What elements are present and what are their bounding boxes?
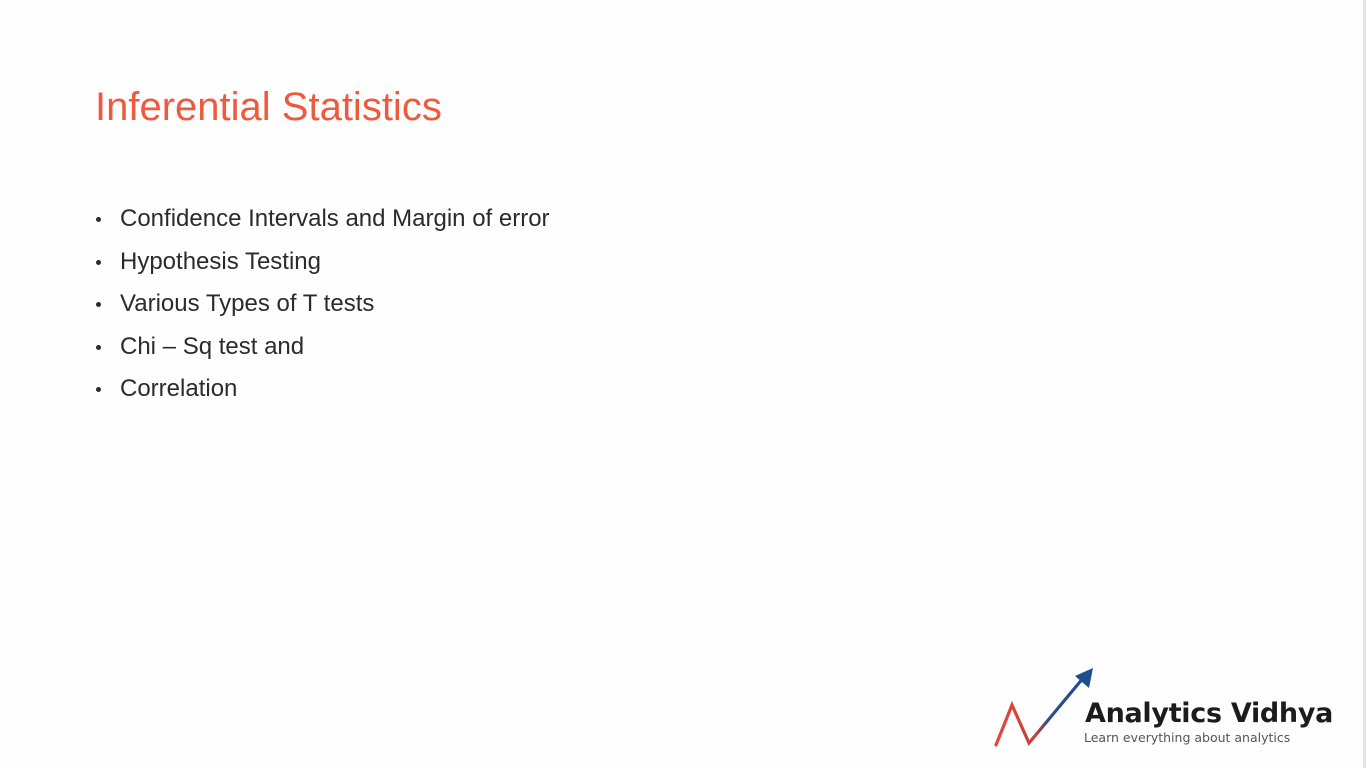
bullet-dot-icon (96, 302, 101, 307)
bullet-text: Various Types of T tests (120, 290, 374, 317)
bullet-item: Various Types of T tests (95, 285, 550, 328)
logo-name: Analytics Vidhya (1085, 697, 1333, 731)
bullet-item: Hypothesis Testing (95, 243, 550, 286)
bullet-item: Confidence Intervals and Margin of error (95, 200, 550, 243)
bullet-text: Correlation (120, 375, 237, 402)
bullet-dot-icon (96, 260, 101, 265)
bullet-text: Chi – Sq test and (120, 333, 304, 360)
bullet-text: Confidence Intervals and Margin of error (120, 205, 550, 232)
slide-title: Inferential Statistics (95, 84, 442, 130)
analytics-vidhya-logo: Analytics Vidhya Learn everything about … (992, 664, 1348, 750)
bullet-list: Confidence Intervals and Margin of error… (95, 200, 550, 413)
bullet-text: Hypothesis Testing (120, 248, 321, 275)
bullet-item: Correlation (95, 370, 550, 413)
bullet-dot-icon (96, 345, 101, 350)
bullet-dot-icon (96, 387, 101, 392)
bullet-item: Chi – Sq test and (95, 328, 550, 371)
logo-tagline: Learn everything about analytics (1084, 730, 1290, 746)
bullet-dot-icon (96, 217, 101, 222)
